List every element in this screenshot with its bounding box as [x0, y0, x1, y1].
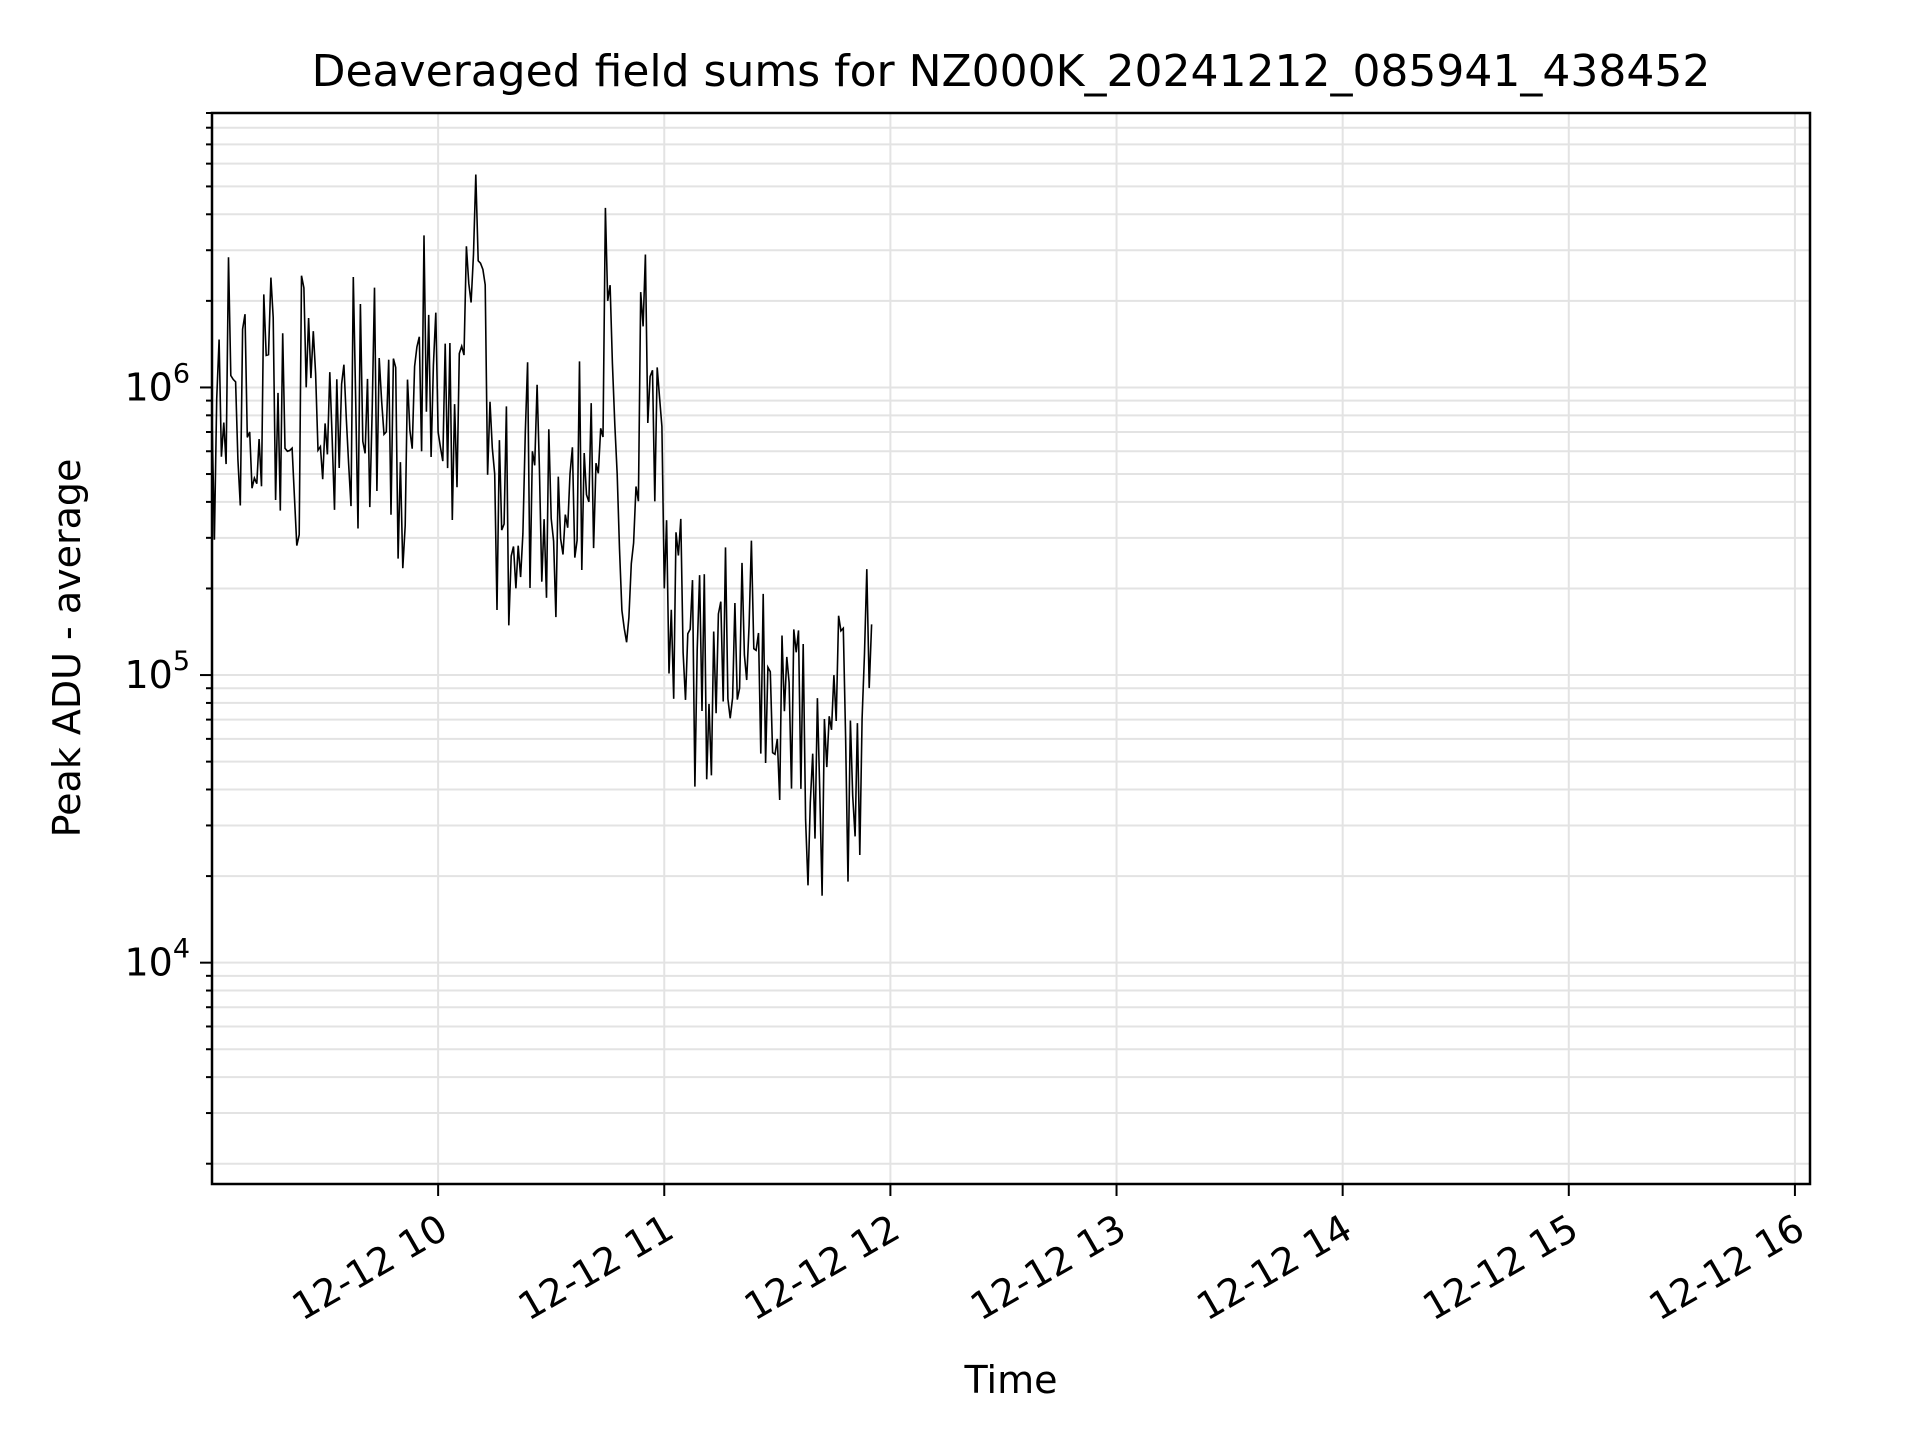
plot-area-frame	[210, 111, 1812, 1186]
y-tick-label: 105	[124, 646, 190, 697]
x-tick-label: 12-12 15	[1415, 1206, 1585, 1330]
x-tick-label: 12-12 10	[285, 1206, 455, 1330]
series-line	[211, 174, 873, 896]
grid	[212, 112, 1810, 1184]
x-tick-label: 12-12 16	[1641, 1206, 1811, 1330]
y-tick-label: 104	[124, 934, 190, 985]
y-axis-label: Peak ADU - average	[45, 459, 89, 838]
y-tick-label: 106	[124, 358, 190, 409]
x-axis-label: Time	[964, 1358, 1058, 1402]
x-tick-label: 12-12 11	[511, 1206, 681, 1330]
x-tick-label: 12-12 14	[1189, 1206, 1359, 1330]
x-tick-label: 12-12 12	[737, 1206, 907, 1330]
y-axis-ticks: 104 105 106	[124, 112, 212, 1165]
chart-title: Deaveraged field sums for NZ000K_2024121…	[312, 46, 1711, 97]
x-axis-ticks: 12-12 10 12-12 11 12-12 12 12-12 13 12-12 14…	[285, 1184, 1811, 1330]
x-tick-label: 12-12 13	[963, 1206, 1133, 1330]
